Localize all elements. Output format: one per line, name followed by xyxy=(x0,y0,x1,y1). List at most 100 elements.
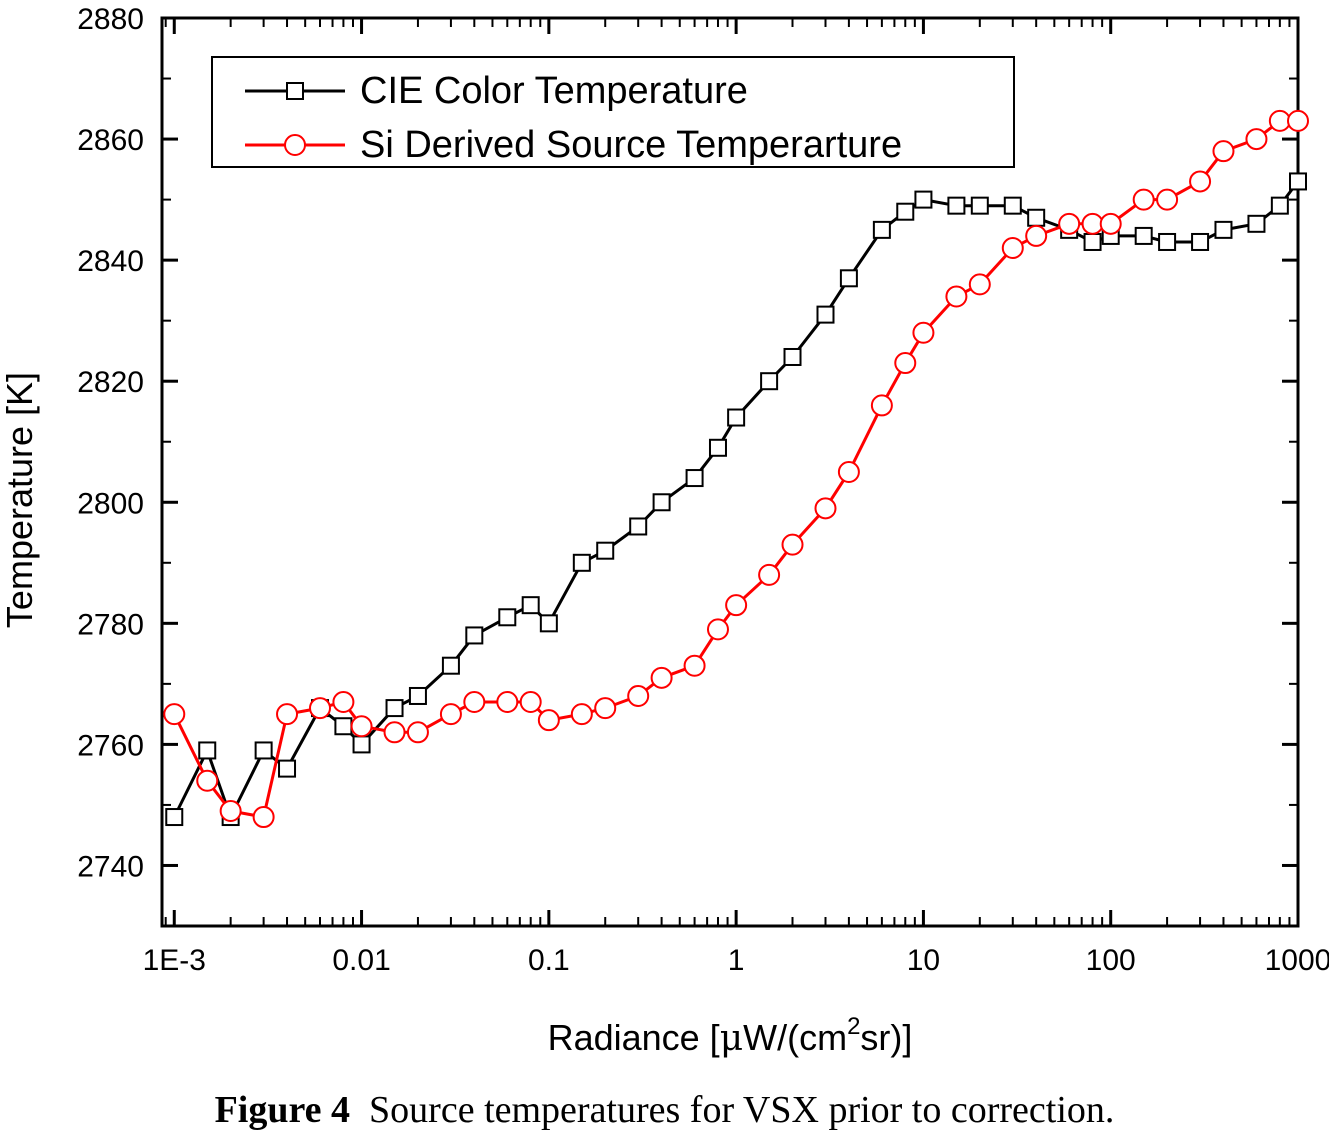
y-tick-label: 2840 xyxy=(77,245,144,278)
data-point xyxy=(708,438,727,457)
y-axis-title: Temperature [K] xyxy=(0,372,40,628)
data-point xyxy=(165,808,184,827)
x-axis-title-sup: 2 xyxy=(847,1013,860,1040)
y-tick-label: 2860 xyxy=(77,124,144,157)
data-point xyxy=(383,721,406,744)
legend: CIE Color Temperature Si Derived Source … xyxy=(211,56,1015,168)
data-point xyxy=(1212,140,1235,163)
figure-caption-text: Source temperatures for VSX prior to cor… xyxy=(350,1089,1115,1131)
data-point xyxy=(163,703,186,726)
data-point xyxy=(278,759,297,778)
data-point xyxy=(870,394,893,417)
figure-label: Figure 4 xyxy=(214,1089,351,1131)
data-point xyxy=(706,618,729,641)
legend-label-cie: CIE Color Temperature xyxy=(360,70,748,112)
data-point xyxy=(1134,226,1153,245)
data-point xyxy=(1132,188,1155,211)
data-point xyxy=(1268,109,1291,132)
data-point xyxy=(198,741,217,760)
data-point xyxy=(539,614,558,633)
data-point xyxy=(1025,224,1048,247)
data-point xyxy=(1058,212,1081,235)
data-point xyxy=(408,686,427,705)
data-point xyxy=(945,285,968,308)
data-point xyxy=(894,352,917,375)
data-point xyxy=(385,699,404,718)
legend-marker xyxy=(286,82,304,100)
data-point xyxy=(1245,128,1268,151)
data-point xyxy=(596,541,615,560)
data-point xyxy=(1099,212,1122,235)
data-point xyxy=(276,703,299,726)
data-point xyxy=(332,691,355,714)
data-point xyxy=(627,684,650,707)
data-point xyxy=(521,596,540,615)
data-point xyxy=(650,666,673,689)
data-point xyxy=(760,372,779,391)
data-point xyxy=(406,721,429,744)
data-point xyxy=(439,703,462,726)
data-point xyxy=(1003,196,1022,215)
data-point xyxy=(683,654,706,677)
data-point xyxy=(572,553,591,572)
data-point xyxy=(783,347,802,366)
data-point xyxy=(1027,208,1046,227)
data-point xyxy=(1214,220,1233,239)
data-point xyxy=(465,626,484,645)
data-point xyxy=(309,697,332,720)
legend-sample-cie xyxy=(245,82,345,100)
x-axis-title-suffix: sr)] xyxy=(860,1017,912,1058)
data-point xyxy=(1247,214,1266,233)
data-point xyxy=(652,493,671,512)
data-point xyxy=(947,196,966,215)
x-tick-label: 0.01 xyxy=(332,944,390,977)
data-point xyxy=(441,656,460,675)
data-point xyxy=(629,517,648,536)
data-point xyxy=(1270,196,1289,215)
legend-marker xyxy=(284,134,306,156)
data-point xyxy=(1158,232,1177,251)
y-tick-label: 2800 xyxy=(77,487,144,520)
data-point xyxy=(970,196,989,215)
data-point xyxy=(219,799,242,822)
data-point xyxy=(1289,172,1307,191)
data-point xyxy=(254,741,273,760)
data-point xyxy=(896,202,915,221)
data-point xyxy=(1156,188,1179,211)
x-tick-label: 1E-3 xyxy=(143,944,206,977)
series-cie xyxy=(165,172,1307,827)
data-point xyxy=(1287,109,1309,132)
data-point xyxy=(352,735,371,754)
data-point xyxy=(1083,232,1102,251)
legend-box xyxy=(211,56,1015,168)
data-point xyxy=(519,691,542,714)
series-si xyxy=(163,109,1309,829)
y-tick-label: 2760 xyxy=(77,729,144,762)
data-point xyxy=(816,305,835,324)
x-axis-title-prefix: Radiance [ xyxy=(548,1017,720,1058)
plot-frame xyxy=(160,16,1300,928)
legend-sample-si xyxy=(245,134,345,156)
y-tick-label: 2820 xyxy=(77,366,144,399)
data-point xyxy=(839,269,858,288)
figure-caption: Figure 4 Source temperatures for VSX pri… xyxy=(0,1088,1329,1132)
y-tick-label: 2880 xyxy=(77,3,144,36)
data-point xyxy=(570,703,593,726)
plot-area-border xyxy=(160,16,1300,928)
data-point xyxy=(914,190,933,209)
legend-label-si: Si Derived Source Temperarture xyxy=(360,124,902,166)
y-tick-label: 2740 xyxy=(77,850,144,883)
data-point xyxy=(1189,170,1212,193)
data-point xyxy=(814,497,837,520)
data-point xyxy=(196,769,219,792)
data-point xyxy=(350,715,373,738)
x-tick-label: 0.1 xyxy=(528,944,570,977)
series-layer xyxy=(163,109,1309,829)
data-point xyxy=(968,273,991,296)
x-tick-label: 1 xyxy=(728,944,745,977)
data-point xyxy=(1081,212,1104,235)
data-point xyxy=(872,220,891,239)
x-tick-label: 100 xyxy=(1086,944,1136,977)
data-point xyxy=(837,461,860,483)
ticks-layer xyxy=(162,16,1300,927)
